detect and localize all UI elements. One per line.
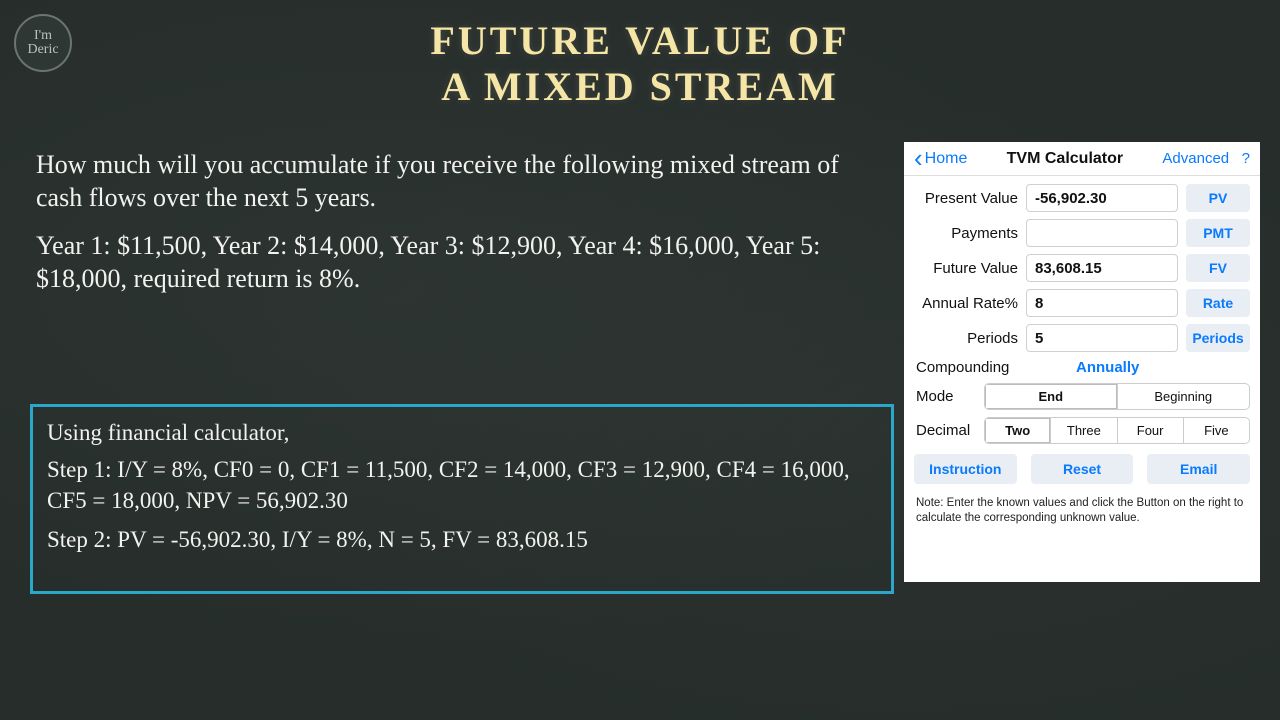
- mode-option-beginning[interactable]: Beginning: [1118, 384, 1250, 409]
- workbox-step2: Step 2: PV = -56,902.30, I/Y = 8%, N = 5…: [47, 524, 879, 555]
- pv-button[interactable]: PV: [1186, 184, 1250, 212]
- calc-title: TVM Calculator: [967, 150, 1162, 168]
- rate-button[interactable]: Rate: [1186, 289, 1250, 317]
- periods-label: Periods: [914, 330, 1026, 347]
- decimal-option-four[interactable]: Four: [1118, 418, 1184, 443]
- problem-intro: How much will you accumulate if you rece…: [36, 148, 876, 215]
- advanced-button[interactable]: Advanced ?: [1162, 150, 1250, 167]
- pmt-label: Payments: [914, 225, 1026, 242]
- calc-header: Home TVM Calculator Advanced ?: [904, 142, 1260, 176]
- help-button[interactable]: ?: [1242, 150, 1250, 167]
- author-badge: I'm Deric: [14, 14, 72, 72]
- row-periods: Periods 5 Periods: [914, 324, 1250, 352]
- home-button[interactable]: Home: [914, 150, 967, 168]
- row-fv: Future Value 83,608.15 FV: [914, 254, 1250, 282]
- title-line2: A MIXED STREAM: [430, 64, 849, 110]
- compounding-label: Compounding: [914, 359, 1026, 376]
- row-pmt: Payments PMT: [914, 219, 1250, 247]
- periods-input[interactable]: 5: [1026, 324, 1178, 352]
- rate-label: Annual Rate%: [914, 295, 1026, 312]
- pmt-button[interactable]: PMT: [1186, 219, 1250, 247]
- rate-input[interactable]: 8: [1026, 289, 1178, 317]
- decimal-option-five[interactable]: Five: [1184, 418, 1249, 443]
- mode-segmented: End Beginning: [984, 383, 1250, 410]
- decimal-segmented: Two Three Four Five: [984, 417, 1250, 444]
- pv-input[interactable]: -56,902.30: [1026, 184, 1178, 212]
- bottom-buttons: Instruction Reset Email: [914, 454, 1250, 484]
- calculation-box: Using financial calculator, Step 1: I/Y …: [30, 404, 894, 594]
- decimal-option-two[interactable]: Two: [985, 418, 1051, 443]
- home-label: Home: [925, 150, 968, 168]
- compounding-value[interactable]: Annually: [1076, 359, 1139, 376]
- badge-line2: Deric: [27, 43, 58, 57]
- slide-title: FUTURE VALUE OF A MIXED STREAM: [430, 18, 849, 110]
- mode-option-end[interactable]: End: [985, 384, 1118, 409]
- pv-label: Present Value: [914, 190, 1026, 207]
- badge-line1: I'm: [34, 29, 52, 43]
- pmt-input[interactable]: [1026, 219, 1178, 247]
- tvm-calculator-panel: Home TVM Calculator Advanced ? Present V…: [904, 142, 1260, 582]
- fv-input[interactable]: 83,608.15: [1026, 254, 1178, 282]
- problem-text: How much will you accumulate if you rece…: [36, 148, 876, 295]
- reset-button[interactable]: Reset: [1031, 454, 1134, 484]
- title-line1: FUTURE VALUE OF: [430, 18, 849, 64]
- periods-button[interactable]: Periods: [1186, 324, 1250, 352]
- chalkboard-background: I'm Deric FUTURE VALUE OF A MIXED STREAM…: [0, 0, 1280, 720]
- instruction-button[interactable]: Instruction: [914, 454, 1017, 484]
- fv-button[interactable]: FV: [1186, 254, 1250, 282]
- decimal-label: Decimal: [914, 422, 984, 439]
- workbox-step1: Step 1: I/Y = 8%, CF0 = 0, CF1 = 11,500,…: [47, 454, 879, 516]
- row-decimal: Decimal Two Three Four Five: [914, 417, 1250, 444]
- row-compounding: Compounding Annually: [914, 359, 1250, 376]
- mode-label: Mode: [914, 388, 984, 405]
- calc-body: Present Value -56,902.30 PV Payments PMT…: [904, 176, 1260, 532]
- footer-note: Note: Enter the known values and click t…: [914, 490, 1250, 526]
- row-pv: Present Value -56,902.30 PV: [914, 184, 1250, 212]
- fv-label: Future Value: [914, 260, 1026, 277]
- row-mode: Mode End Beginning: [914, 383, 1250, 410]
- decimal-option-three[interactable]: Three: [1051, 418, 1117, 443]
- problem-data: Year 1: $11,500, Year 2: $14,000, Year 3…: [36, 229, 876, 296]
- email-button[interactable]: Email: [1147, 454, 1250, 484]
- row-rate: Annual Rate% 8 Rate: [914, 289, 1250, 317]
- workbox-heading: Using financial calculator,: [47, 417, 879, 448]
